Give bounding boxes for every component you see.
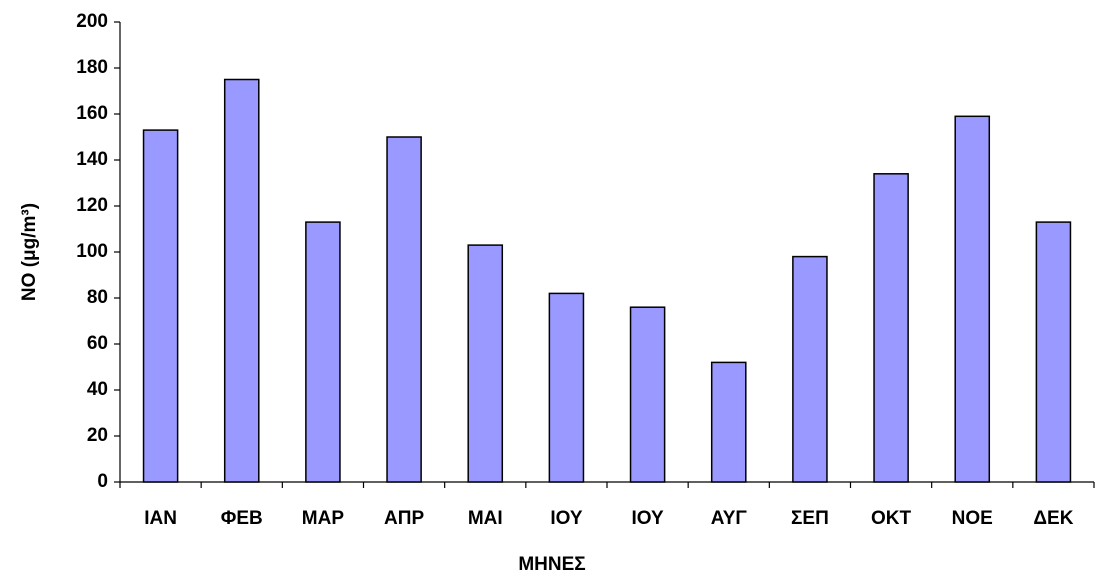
y-tick-label: 180 — [76, 57, 108, 78]
x-tick-label: ΔΕΚ — [1033, 508, 1073, 529]
y-tick-label: 120 — [76, 195, 108, 216]
bar — [873, 173, 909, 483]
x-tick-label: ΜΑΙ — [468, 508, 503, 529]
bar — [792, 255, 828, 483]
x-tick-label: ΟΚΤ — [871, 508, 912, 529]
x-tick-label: ΝΟΕ — [952, 508, 993, 529]
x-tick-label: ΑΠΡ — [384, 508, 424, 529]
x-axis-label: ΜΗΝΕΣ — [518, 554, 585, 575]
x-tick-label: ΙΑΝ — [144, 508, 177, 529]
y-tick-label: 80 — [87, 287, 108, 308]
x-tick-label: ΙΟΥ — [631, 508, 664, 529]
bar — [223, 78, 260, 483]
x-tick-label: ΑΥΓ — [711, 508, 748, 529]
x-tick-label: ΦΕΒ — [221, 508, 263, 529]
y-axis-label: NO (μg/m³) — [19, 203, 40, 301]
y-tick-label: 20 — [87, 425, 108, 446]
y-tick-label: 200 — [76, 11, 108, 32]
bar — [710, 361, 747, 483]
bar — [142, 129, 179, 483]
y-tick-label: 160 — [76, 103, 108, 124]
x-tick-label: ΜΑΡ — [302, 508, 345, 529]
y-tick-label: 40 — [87, 379, 108, 400]
bar — [954, 115, 991, 483]
bar — [629, 306, 666, 483]
y-tick-label: 100 — [76, 241, 108, 262]
bar — [467, 244, 504, 483]
y-tick-label: 140 — [76, 149, 108, 170]
x-tick-label: ΙΟΥ — [550, 508, 583, 529]
y-tick-label: 60 — [87, 333, 108, 354]
bar — [386, 136, 422, 483]
bar — [1035, 221, 1072, 483]
x-tick-label: ΣΕΠ — [791, 508, 829, 529]
bar — [548, 292, 585, 483]
bar — [305, 221, 341, 483]
y-tick-label: 0 — [97, 471, 108, 492]
